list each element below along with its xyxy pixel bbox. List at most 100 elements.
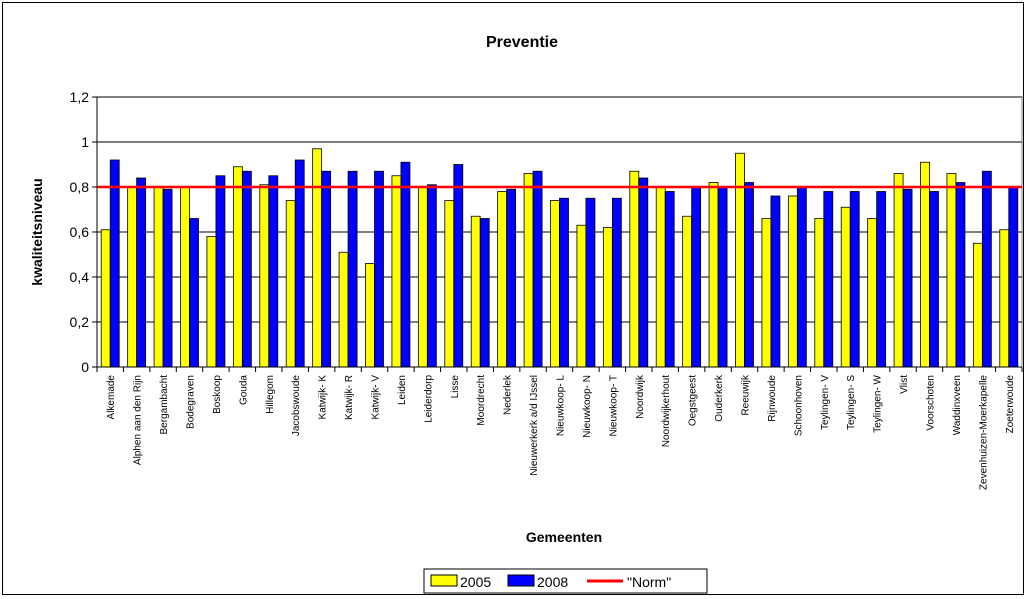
bar-2008 <box>241 170 252 368</box>
bar-2008 <box>902 188 913 368</box>
bar-2008 <box>744 182 754 368</box>
bar-2008 <box>638 177 649 368</box>
x-tick-label: Reeuwijk <box>741 374 752 416</box>
bar-2008 <box>136 177 147 368</box>
x-axis-title: Gemeenten <box>526 529 602 545</box>
x-tick-label: Nieuwkoop- T <box>608 375 619 437</box>
bar-2005 <box>444 200 455 368</box>
x-tick-label: Gouda <box>238 375 249 405</box>
bar-2008 <box>215 175 226 368</box>
x-tick-label: Zoeterwoude <box>1005 375 1016 434</box>
y-tick-label: 1,2 <box>70 89 90 105</box>
x-axis-ticks: Alkemade Alphen aan den Rijn Bergambacht Bo… <box>96 367 1023 491</box>
bar-2008 <box>374 170 384 368</box>
x-tick-label: Lisse <box>450 375 461 399</box>
bar-2008 <box>479 218 490 368</box>
bar-2005 <box>153 186 164 368</box>
bar-2008 <box>453 164 464 368</box>
bar-2005 <box>127 186 138 368</box>
bar-2005 <box>787 195 798 368</box>
x-tick-label: Noordwijk <box>635 374 646 419</box>
y-axis-title: kwaliteitsniveau <box>29 178 45 285</box>
bar-2005 <box>920 161 930 368</box>
bar-2008 <box>559 197 569 368</box>
x-tick-label: Rijnwoude <box>767 375 778 422</box>
bar-2008 <box>294 159 305 368</box>
bar-2005 <box>550 200 560 368</box>
bar-2005 <box>893 173 904 368</box>
bar-2008 <box>929 191 939 368</box>
bar-2005 <box>497 191 508 368</box>
bar-2008 <box>347 170 358 368</box>
x-tick-label: Oegstgeest <box>688 375 699 426</box>
x-tick-label: Nieuwkoop- N <box>582 375 593 438</box>
bar-2005 <box>180 186 190 368</box>
bar-2008 <box>955 182 966 368</box>
bar-2005 <box>312 148 323 368</box>
bar-2005 <box>417 186 428 368</box>
bar-2005 <box>391 175 402 368</box>
bar-2008 <box>426 184 437 368</box>
bar-2005 <box>840 206 851 368</box>
bar-2005 <box>100 229 111 368</box>
bar-2005 <box>259 184 270 368</box>
bar-2008 <box>109 159 120 368</box>
x-tick-label: Katwijk- K <box>318 375 329 420</box>
bar-2005 <box>285 200 296 368</box>
bar-2005 <box>946 173 957 368</box>
x-tick-label: Leiderdorp <box>423 375 434 423</box>
x-tick-label: Boskoop <box>212 375 223 414</box>
bar-2005 <box>523 173 534 368</box>
bar-2005 <box>735 152 745 368</box>
bar-2008 <box>321 170 332 368</box>
x-tick-label: Nieuwerkerk a/d IJssel <box>529 375 540 476</box>
x-tick-label: Jacobswoude <box>291 375 302 437</box>
x-tick-label: Katwijk- R <box>344 375 355 420</box>
bar-2005 <box>867 218 878 368</box>
bar-2005 <box>999 229 1010 368</box>
x-tick-label: Voorschoten <box>926 375 937 431</box>
y-tick-label: 0 <box>81 359 89 375</box>
bar-2005 <box>708 182 719 368</box>
chart-title: Preventie <box>486 34 558 51</box>
bar-2005 <box>682 215 693 368</box>
bar-2008 <box>876 191 887 368</box>
x-tick-label: Bodegraven <box>186 375 197 429</box>
x-tick-label: Zevenhuizen-Moerkapelle <box>978 375 989 491</box>
bar-2008 <box>1008 186 1019 368</box>
y-axis-ticks: 0 0,2 0,4 0,6 0,8 1 1,2 <box>70 89 1022 375</box>
y-tick-label: 0,6 <box>70 224 90 240</box>
x-tick-label: Alkemade <box>106 375 117 420</box>
x-tick-label: Teylingen- V <box>820 375 831 430</box>
bar-2008 <box>585 197 596 368</box>
x-tick-label: Vlist <box>899 375 910 394</box>
bar-2005 <box>338 251 349 368</box>
bar-2005 <box>602 227 613 368</box>
bar-2005 <box>814 218 825 368</box>
legend-label-norm: "Norm" <box>627 574 671 590</box>
bar-2005 <box>232 166 243 368</box>
x-tick-label: Teylingen- S <box>846 375 857 430</box>
bar-2008 <box>611 197 622 368</box>
x-tick-label: Noordwijkerhout <box>661 375 672 447</box>
bar-2008 <box>162 188 173 368</box>
bar-2005 <box>972 242 983 368</box>
legend-label-2005: 2005 <box>460 574 491 590</box>
legend-label-2008: 2008 <box>537 574 568 590</box>
x-tick-label: Nieuwkoop- L <box>556 375 567 437</box>
bar-2008 <box>849 191 860 368</box>
x-tick-label: Nederlek <box>503 374 514 415</box>
bar-2008 <box>664 191 675 368</box>
legend: 2005 2008 "Norm" <box>423 568 708 594</box>
bar-2005 <box>576 224 587 368</box>
bar-2008 <box>400 161 411 368</box>
legend-swatch-2008 <box>507 574 535 587</box>
legend-swatch-2005 <box>430 574 458 587</box>
x-tick-label: Ouderkerk <box>714 374 725 422</box>
legend-box <box>423 568 708 594</box>
bar-2008 <box>691 186 702 368</box>
bar-2008 <box>823 191 834 368</box>
bar-2005 <box>470 215 481 368</box>
y-tick-label: 0,4 <box>70 269 90 285</box>
